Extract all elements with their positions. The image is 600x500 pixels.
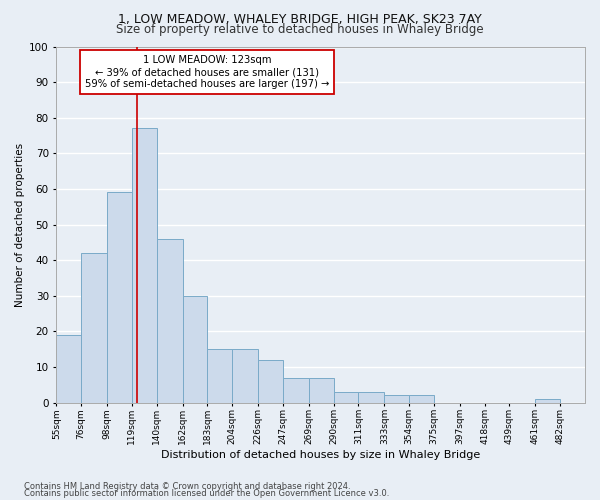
Bar [309,378,334,402]
Bar [107,192,132,402]
Bar [358,392,385,402]
Bar [182,296,208,403]
Y-axis label: Number of detached properties: Number of detached properties [15,142,25,306]
Bar [81,253,107,402]
Bar [208,349,232,403]
Bar [409,396,434,402]
Bar [535,399,560,402]
Bar [283,378,309,402]
X-axis label: Distribution of detached houses by size in Whaley Bridge: Distribution of detached houses by size … [161,450,481,460]
Text: Size of property relative to detached houses in Whaley Bridge: Size of property relative to detached ho… [116,22,484,36]
Bar [258,360,283,403]
Bar [334,392,358,402]
Text: 1 LOW MEADOW: 123sqm
← 39% of detached houses are smaller (131)
59% of semi-deta: 1 LOW MEADOW: 123sqm ← 39% of detached h… [85,56,329,88]
Bar [56,335,81,402]
Bar [232,349,258,403]
Text: 1, LOW MEADOW, WHALEY BRIDGE, HIGH PEAK, SK23 7AY: 1, LOW MEADOW, WHALEY BRIDGE, HIGH PEAK,… [118,12,482,26]
Text: Contains public sector information licensed under the Open Government Licence v3: Contains public sector information licen… [24,489,389,498]
Bar [385,396,409,402]
Bar [132,128,157,402]
Text: Contains HM Land Registry data © Crown copyright and database right 2024.: Contains HM Land Registry data © Crown c… [24,482,350,491]
Bar [157,238,182,402]
